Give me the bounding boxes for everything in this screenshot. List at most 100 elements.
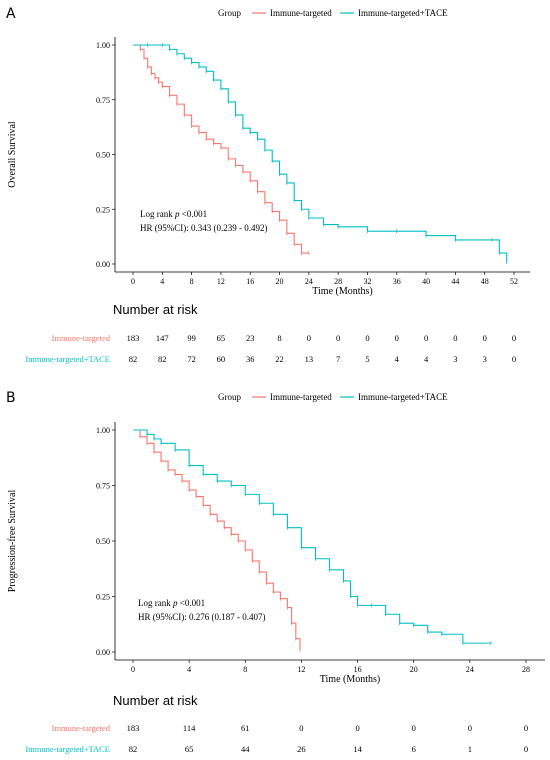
risk-count: 0: [512, 354, 516, 364]
x-axis-title: Time (Months): [320, 674, 380, 685]
x-tick-label: 20: [410, 665, 418, 674]
x-tick-label: 8: [190, 277, 194, 286]
risk-count: 65: [185, 744, 194, 754]
x-tick-label: 4: [187, 665, 191, 674]
risk-count: 0: [395, 333, 399, 343]
y-tick-label: 0.50: [96, 537, 110, 546]
x-tick-label: 48: [481, 277, 489, 286]
risk-count: 82: [158, 354, 167, 364]
risk-count: 72: [187, 354, 196, 364]
risk-count: 0: [453, 333, 457, 343]
y-axis-title: Overall Survival: [7, 121, 18, 188]
risk-count: 0: [299, 723, 303, 733]
risk-count: 8: [277, 333, 281, 343]
x-tick-label: 20: [276, 277, 284, 286]
risk-row-label: Immune-targeted: [52, 333, 111, 343]
risk-count: 0: [524, 744, 528, 754]
hr-text: HR (95%CI): 0.276 (0.187 - 0.407): [138, 612, 266, 622]
risk-count: 22: [275, 354, 284, 364]
legend-title: Group: [218, 8, 241, 18]
risk-count: 0: [412, 723, 416, 733]
survival-curve: [133, 44, 309, 254]
x-tick-label: 16: [354, 665, 362, 674]
x-tick-label: 40: [422, 277, 430, 286]
risk-count: 4: [395, 354, 400, 364]
y-tick-label: 0.25: [96, 205, 110, 214]
risk-count: 44: [241, 744, 250, 754]
risk-count: 0: [512, 333, 516, 343]
legend-entry: Immune-targeted+TACE: [358, 8, 448, 18]
risk-count: 6: [412, 744, 416, 754]
x-tick-label: 52: [510, 277, 518, 286]
x-tick-label: 0: [131, 665, 135, 674]
risk-count: 5: [365, 354, 369, 364]
risk-row-label: Immune-targeted+TACE: [25, 354, 110, 364]
logrank-text: Log rank p <0.001: [140, 209, 207, 219]
panel-label: A: [6, 6, 16, 22]
risk-count: 61: [241, 723, 250, 733]
risk-count: 0: [483, 333, 487, 343]
risk-table-title: Number at risk: [113, 693, 198, 708]
y-tick-label: 0.00: [96, 260, 110, 269]
legend-title: Group: [218, 392, 241, 402]
legend-entry: Immune-targeted: [270, 392, 332, 402]
risk-row-label: Immune-targeted: [52, 723, 111, 733]
x-tick-label: 28: [522, 665, 530, 674]
y-tick-label: 1.00: [96, 41, 110, 50]
risk-table-title: Number at risk: [113, 302, 198, 317]
risk-table: Number at risk Immune-targeted 183 147 99 65 2…: [25, 302, 516, 364]
y-axis-title: Progression-free Survival: [7, 490, 18, 593]
y-tick-label: 0.25: [96, 593, 110, 602]
risk-count: 3: [453, 354, 457, 364]
risk-count: 60: [217, 354, 226, 364]
x-tick-label: 0: [131, 277, 135, 286]
y-tick-label: 0.75: [96, 482, 110, 491]
legend-entry: Immune-targeted+TACE: [358, 392, 448, 402]
x-axis-title: Time (Months): [312, 286, 372, 297]
x-tick-label: 16: [246, 277, 254, 286]
risk-count: 13: [305, 354, 314, 364]
x-tick-label: 12: [297, 665, 305, 674]
risk-count: 0: [365, 333, 369, 343]
risk-count: 26: [297, 744, 306, 754]
risk-count: 7: [336, 354, 340, 364]
y-tick-label: 0.00: [96, 648, 110, 657]
risk-row-label: Immune-targeted+TACE: [25, 744, 110, 754]
risk-count: 82: [129, 744, 138, 754]
risk-count: 3: [483, 354, 487, 364]
x-tick-label: 44: [451, 277, 459, 286]
risk-count: 0: [355, 723, 359, 733]
x-tick-label: 8: [243, 665, 247, 674]
x-tick-label: 12: [217, 277, 225, 286]
risk-count: 114: [183, 723, 196, 733]
risk-count: 183: [127, 333, 140, 343]
risk-count: 1: [468, 744, 472, 754]
x-tick-label: 24: [305, 277, 313, 286]
risk-count: 82: [129, 354, 138, 364]
y-tick-label: 1.00: [96, 426, 110, 435]
risk-count: 0: [307, 333, 311, 343]
panel-label: B: [6, 390, 16, 406]
x-tick-label: 24: [466, 665, 474, 674]
risk-count: 36: [246, 354, 255, 364]
risk-count: 4: [424, 354, 429, 364]
km-panel-a: A Group Immune-targeted Immune-targeted+TAC…: [6, 6, 530, 364]
risk-count: 99: [187, 333, 196, 343]
risk-count: 183: [127, 723, 140, 733]
km-panel-b: B Group Immune-targeted Immune-targeted+TAC…: [6, 390, 545, 754]
risk-count: 14: [353, 744, 362, 754]
survival-curve: [133, 429, 301, 650]
logrank-text: Log rank p <0.001: [138, 598, 205, 608]
legend: Group Immune-targeted Immune-targeted+TACE: [218, 392, 448, 402]
x-tick-label: 32: [363, 277, 371, 286]
survival-curve: [133, 429, 491, 644]
risk-count: 147: [156, 333, 169, 343]
x-tick-label: 28: [334, 277, 342, 286]
y-tick-label: 0.50: [96, 151, 110, 160]
risk-count: 0: [524, 723, 528, 733]
hr-text: HR (95%CI): 0.343 (0.239 - 0.492): [140, 223, 268, 233]
risk-count: 0: [336, 333, 340, 343]
x-tick-label: 4: [160, 277, 164, 286]
